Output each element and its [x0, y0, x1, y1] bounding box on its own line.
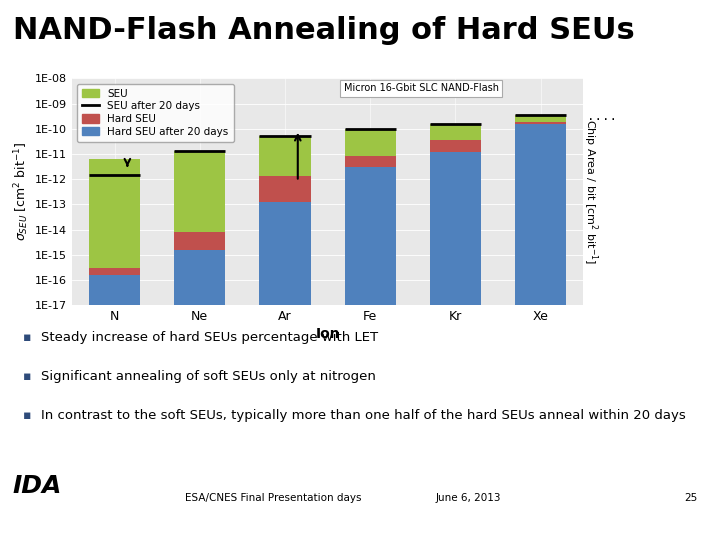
Text: ▪: ▪	[23, 409, 31, 422]
Text: ▪: ▪	[23, 331, 31, 344]
Bar	[345, 157, 396, 167]
Text: IDA: IDA	[13, 474, 63, 497]
Bar	[174, 151, 225, 232]
Bar	[89, 159, 140, 268]
Text: Significant annealing of soft SEUs only at nitrogen: Significant annealing of soft SEUs only …	[40, 370, 376, 383]
Bar	[515, 124, 566, 540]
Text: Steady increase of hard SEUs percentage with LET: Steady increase of hard SEUs percentage …	[40, 331, 378, 344]
Text: ▪: ▪	[23, 370, 31, 383]
Bar	[345, 129, 396, 157]
Text: ....: ....	[588, 110, 618, 123]
Text: 25: 25	[685, 493, 698, 503]
Bar	[430, 124, 481, 140]
X-axis label: Ion: Ion	[315, 327, 340, 341]
Bar	[515, 115, 566, 122]
Text: NAND-Flash Annealing of Hard SEUs: NAND-Flash Annealing of Hard SEUs	[13, 16, 635, 45]
Y-axis label: Chip Area / bit [cm$^2$ bit$^{-1}$]: Chip Area / bit [cm$^2$ bit$^{-1}$]	[581, 119, 600, 264]
Bar	[515, 122, 566, 124]
Bar	[430, 152, 481, 540]
Bar	[345, 167, 396, 540]
Text: In contrast to the soft SEUs, typically more than one half of the hard SEUs anne: In contrast to the soft SEUs, typically …	[40, 409, 685, 422]
Bar	[259, 202, 310, 540]
Bar	[174, 250, 225, 540]
Y-axis label: $\sigma_{SEU}$ [cm$^2$ bit$^{-1}$]: $\sigma_{SEU}$ [cm$^2$ bit$^{-1}$]	[12, 142, 31, 241]
Text: ESA/CNES Final Presentation days: ESA/CNES Final Presentation days	[185, 493, 362, 503]
Text: June 6, 2013: June 6, 2013	[436, 493, 500, 503]
Bar	[259, 136, 310, 176]
Legend: SEU, SEU after 20 days, Hard SEU, Hard SEU after 20 days: SEU, SEU after 20 days, Hard SEU, Hard S…	[77, 84, 234, 141]
Bar	[430, 140, 481, 152]
Bar	[174, 232, 225, 250]
Bar	[259, 176, 310, 202]
Bar	[89, 275, 140, 540]
Bar	[89, 268, 140, 275]
Text: Micron 16-Gbit SLC NAND-Flash: Micron 16-Gbit SLC NAND-Flash	[344, 83, 499, 93]
